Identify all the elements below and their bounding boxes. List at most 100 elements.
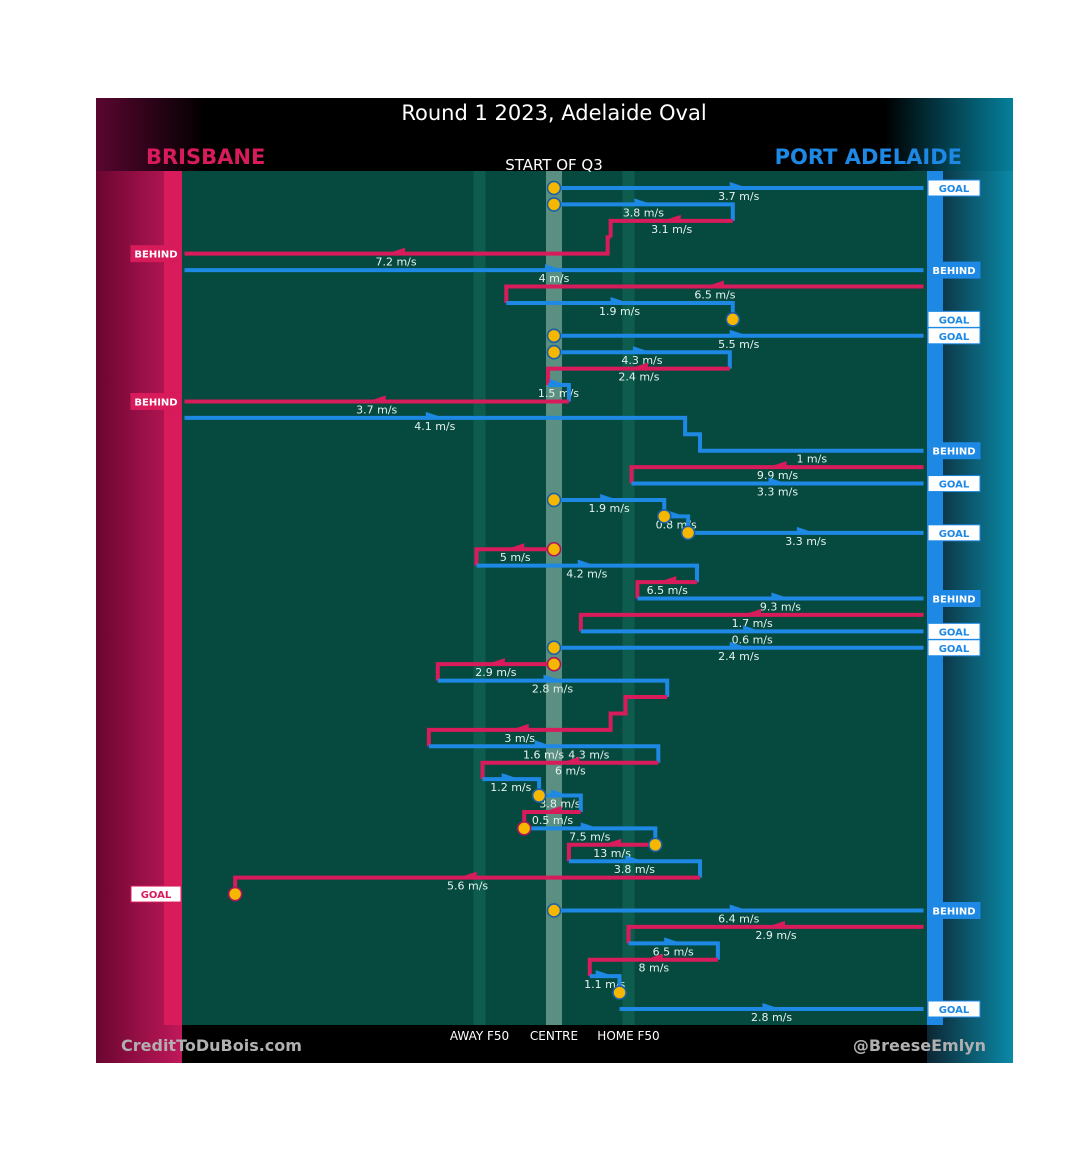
chain-arrow-30	[561, 756, 580, 765]
chain-39	[626, 924, 924, 944]
chain-speed-label-22: 9.3 m/s	[760, 601, 801, 614]
chain-arrow-22	[771, 592, 790, 601]
chain-speed-label-10: 2.4 m/s	[618, 371, 659, 384]
chain-arrow-16	[600, 493, 619, 502]
chain-2	[554, 202, 735, 221]
axis-label-away-f50: AWAY F50	[450, 1029, 509, 1043]
chain-speed-label-35: 13 m/s	[593, 847, 631, 860]
chain-speed-label-9: 4.3 m/s	[621, 354, 662, 367]
result-badge-12	[130, 392, 182, 410]
chain-speed-label-38: 6.4 m/s	[718, 912, 759, 925]
result-label-5: BEHIND	[932, 266, 975, 277]
chain-35	[566, 842, 656, 862]
chain-speed-label-28: 3 m/s	[504, 732, 535, 745]
chain-speed-label-40: 6.5 m/s	[653, 945, 694, 958]
chain-19	[474, 547, 554, 566]
chain-speed-label-6: 6.5 m/s	[694, 289, 735, 302]
chain-speed-label-43: 2.8 m/s	[751, 1011, 792, 1024]
axis-label-centre: CENTRE	[530, 1029, 578, 1043]
footer-background	[182, 1025, 927, 1063]
credit-right: @BreeseEmlyn	[853, 1036, 986, 1055]
chart-title: Round 1 2023, Adelaide Oval	[401, 101, 706, 125]
chain-arrow-38	[729, 904, 748, 913]
result-label-12: BEHIND	[134, 397, 177, 408]
result-label-43: GOAL	[939, 1005, 970, 1016]
chain-speed-label-25: 2.4 m/s	[718, 650, 759, 663]
chain-arrow-1	[729, 182, 748, 190]
chain-arrow-19	[506, 543, 525, 552]
chain-arrow-5	[545, 264, 563, 273]
chain-arrow-17	[667, 510, 686, 519]
result-badge-8	[927, 327, 981, 345]
band-centre	[546, 171, 562, 1025]
chain-20	[476, 563, 700, 583]
chain-arrow-34	[580, 822, 599, 831]
chain-arrow-39	[767, 920, 786, 929]
result-label-38: BEHIND	[932, 906, 975, 917]
chain-speed-label-24: 0.6 m/s	[732, 633, 773, 646]
chain-arrow-20	[577, 559, 596, 568]
chain-start-marker-38	[546, 903, 562, 918]
chain-speed-label-34: 7.5 m/s	[569, 830, 610, 843]
chain-23	[578, 612, 924, 632]
result-badge-22	[927, 590, 981, 607]
result-badge-15	[927, 475, 981, 493]
chain-arrow-29	[534, 740, 553, 749]
chain-speed-label-23: 1.7 m/s	[732, 617, 773, 630]
chain-arrow-4	[387, 247, 406, 256]
chain-arrow-26	[486, 658, 505, 667]
chain-40	[628, 941, 720, 960]
chain-speed-label-4: 7.2 m/s	[375, 256, 416, 269]
chain-arrow-43	[762, 1003, 781, 1011]
chain-start-marker-2	[546, 197, 562, 212]
chain-arrow-24	[743, 625, 762, 634]
team-right-name: PORT ADELAIDE	[775, 145, 962, 169]
chain-arrow-3	[662, 214, 681, 223]
chain-arrow-27	[543, 674, 562, 683]
chain-arrow-37	[458, 871, 477, 880]
chain-end-marker-42	[612, 985, 627, 1000]
result-badge-13	[927, 442, 981, 460]
chain-arrow-15	[768, 477, 787, 486]
chain-arrow-2	[634, 198, 653, 207]
chain-speed-label-12: 3.7 m/s	[356, 403, 397, 416]
chain-speed-label-36: 3.8 m/s	[614, 863, 655, 876]
chart-subtitle: START OF Q3	[505, 156, 603, 174]
chain-10	[546, 366, 730, 386]
chart-frame: 3.7 m/s 3.8 m/s 3.1 m/s 7.2 m/s 4 m/s 6.5 m/s…	[96, 98, 1013, 1063]
chain-arrow-28	[510, 723, 529, 732]
result-label-24: GOAL	[939, 627, 970, 638]
chain-speed-label-37: 5.6 m/s	[447, 880, 488, 893]
chain-speed-label-30: 6 m/s	[555, 765, 586, 778]
result-label-25: GOAL	[939, 644, 970, 655]
chain-end-marker-7	[725, 312, 741, 327]
chain-speed-label-14: 9.9 m/s	[757, 469, 798, 482]
chain-speed-label-39: 2.9 m/s	[755, 929, 796, 942]
result-badge-37	[130, 885, 182, 903]
chain-end-marker-33	[516, 821, 532, 836]
chain-arrow-13	[425, 411, 444, 420]
chain-speed-label-18: 3.3 m/s	[785, 535, 826, 548]
result-badge-38	[927, 901, 981, 919]
chain-14	[629, 465, 924, 484]
chain-speed-label-16: 1.9 m/s	[589, 502, 630, 515]
chain-arrow-7	[610, 296, 629, 305]
chain-6	[504, 284, 924, 303]
chain-speed-label-15: 3.3 m/s	[757, 486, 798, 499]
chain-end-marker-17	[680, 525, 696, 541]
chain-speed-label-26: 2.9 m/s	[475, 666, 516, 679]
chain-arrow-31	[501, 773, 520, 782]
chain-arrow-25	[729, 641, 748, 650]
chain-30	[480, 760, 659, 780]
chain-start-marker-9	[546, 344, 562, 360]
chain-arrow-14	[768, 461, 787, 470]
chain-start-marker-25	[546, 640, 562, 656]
result-label-22: BEHIND	[932, 595, 975, 606]
chain-end-marker-37	[227, 886, 243, 902]
chain-speed-label-21: 6.5 m/s	[647, 584, 688, 597]
chain-end-marker-16	[656, 509, 672, 524]
chain-29	[428, 744, 661, 763]
chain-speed-label-7: 1.9 m/s	[599, 305, 640, 318]
chain-41	[587, 957, 718, 977]
result-label-13: BEHIND	[932, 447, 975, 458]
